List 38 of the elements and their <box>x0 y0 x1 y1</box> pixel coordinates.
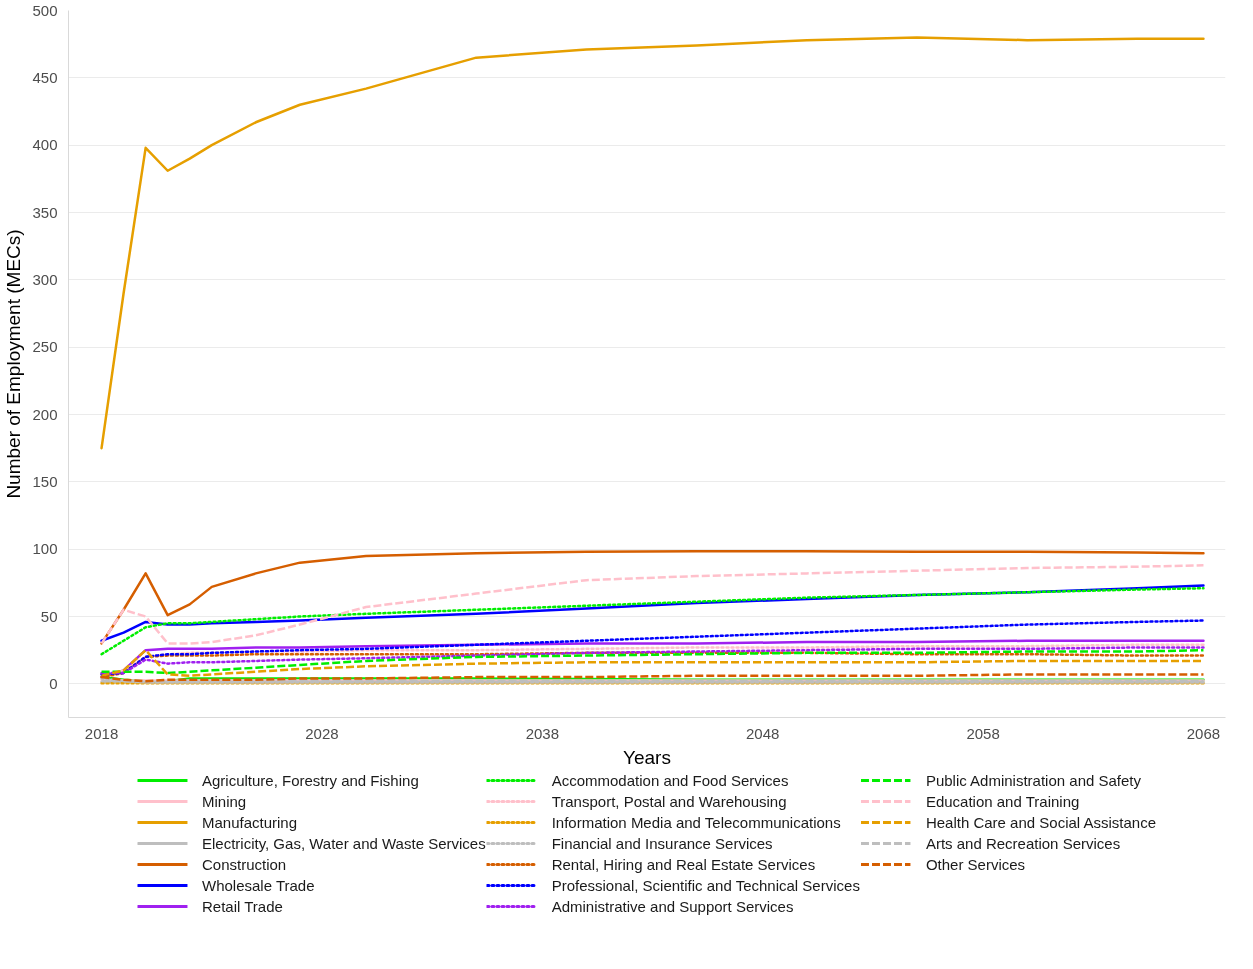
legend-label: Financial and Insurance Services <box>551 834 773 852</box>
x-tick-label: 2048 <box>746 724 780 742</box>
legend-label: Administrative and Support Services <box>551 897 794 915</box>
x-tick-label: 2028 <box>305 724 339 742</box>
y-tick-label: 50 <box>40 607 58 625</box>
legend-label: Wholesale Trade <box>201 876 315 894</box>
y-tick-label: 400 <box>32 136 58 154</box>
legend-label: Retail Trade <box>201 897 283 915</box>
x-tick-label: 2058 <box>966 724 1000 742</box>
legend-label: Public Administration and Safety <box>925 771 1142 789</box>
y-tick-label: 200 <box>32 405 58 423</box>
legend-label: Arts and Recreation Services <box>925 834 1121 852</box>
y-tick-label: 300 <box>32 270 58 288</box>
y-tick-label: 250 <box>32 338 58 356</box>
x-tick-label: 2068 <box>1186 724 1221 742</box>
legend-label: Mining <box>201 792 247 810</box>
x-tick-label: 2018 <box>84 724 119 742</box>
y-tick-label: 500 <box>32 1 58 19</box>
y-tick-label: 100 <box>32 540 58 558</box>
y-tick-label: 350 <box>32 203 58 221</box>
legend-label: Agriculture, Forestry and Fishing <box>201 771 419 789</box>
legend-label: Education and Training <box>925 792 1080 810</box>
legend-label: Health Care and Social Assistance <box>925 813 1157 831</box>
legend-label: Information Media and Telecommunications <box>551 813 841 831</box>
y-tick-label: 450 <box>32 68 58 86</box>
y-axis-title: Number of Employment (MECs) <box>3 229 25 499</box>
legend-label: Manufacturing <box>201 813 298 831</box>
y-tick-label: 0 <box>49 674 58 692</box>
legend-label: Electricity, Gas, Water and Waste Services <box>201 834 486 852</box>
legend-label: Accommodation and Food Services <box>551 771 789 789</box>
legend-label: Construction <box>201 855 287 873</box>
legend-label: Other Services <box>925 855 1026 873</box>
legend-label: Rental, Hiring and Real Estate Services <box>551 855 816 873</box>
x-tick-label: 2038 <box>525 724 560 742</box>
y-tick-label: 150 <box>32 472 58 490</box>
legend-label: Professional, Scientific and Technical Services <box>551 876 860 894</box>
legend-label: Transport, Postal and Warehousing <box>551 792 787 810</box>
x-axis-title: Years <box>623 746 671 768</box>
